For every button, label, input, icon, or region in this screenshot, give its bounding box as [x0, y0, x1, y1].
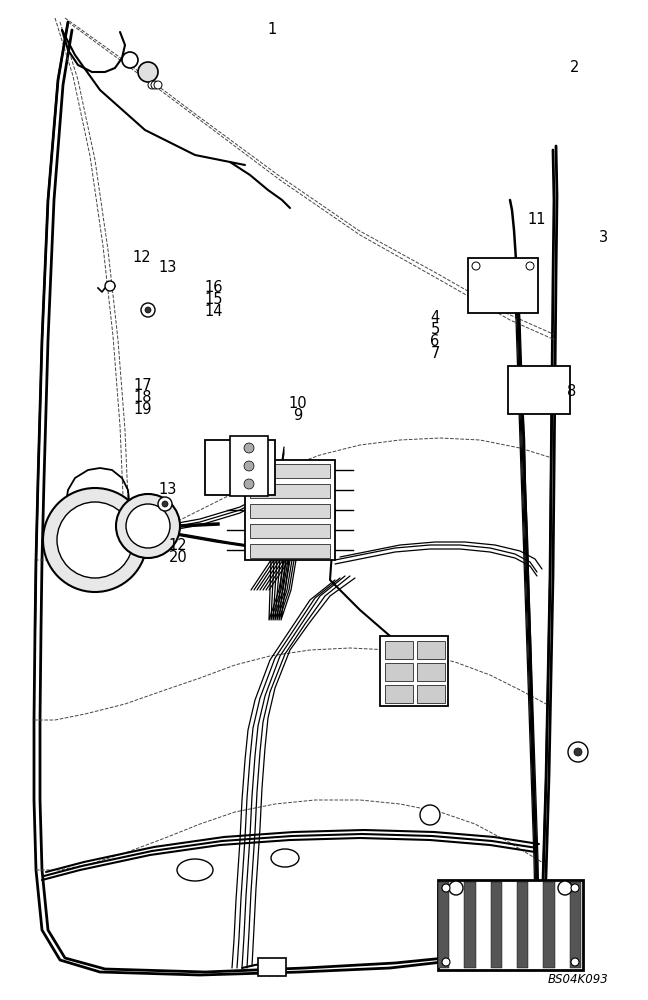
Text: 6: 6: [430, 334, 439, 350]
Text: 9: 9: [294, 408, 303, 422]
Bar: [417, 685, 445, 703]
Text: 18: 18: [133, 389, 152, 404]
Text: 4: 4: [430, 310, 439, 326]
Circle shape: [449, 881, 463, 895]
Circle shape: [442, 958, 450, 966]
Bar: [438, 882, 449, 968]
Text: 5: 5: [430, 322, 439, 338]
Text: 16: 16: [205, 280, 224, 296]
Bar: [508, 366, 570, 414]
Text: 11: 11: [527, 213, 546, 228]
Circle shape: [526, 262, 534, 270]
Circle shape: [244, 461, 254, 471]
Text: 3: 3: [599, 231, 608, 245]
Circle shape: [420, 805, 440, 825]
Text: 13: 13: [159, 260, 177, 275]
Bar: [465, 882, 476, 968]
Bar: [417, 663, 445, 681]
Bar: [250, 464, 330, 478]
Text: 7: 7: [430, 347, 440, 361]
Bar: [417, 641, 445, 659]
Bar: [205, 440, 275, 495]
Text: 17: 17: [133, 377, 152, 392]
Text: 8: 8: [568, 384, 577, 399]
Circle shape: [122, 52, 138, 68]
Bar: [385, 663, 413, 681]
Circle shape: [571, 884, 579, 892]
Text: 12: 12: [133, 249, 152, 264]
Circle shape: [442, 884, 450, 892]
Circle shape: [244, 443, 254, 453]
Ellipse shape: [271, 849, 299, 867]
Bar: [245, 460, 335, 560]
Circle shape: [105, 281, 115, 291]
Text: BS04K093: BS04K093: [548, 973, 608, 986]
Circle shape: [138, 62, 158, 82]
Circle shape: [148, 81, 156, 89]
Text: 12: 12: [168, 538, 187, 552]
Text: 20: 20: [168, 550, 187, 564]
Text: 19: 19: [133, 401, 152, 416]
Circle shape: [162, 501, 168, 507]
Bar: [544, 882, 555, 968]
Circle shape: [141, 303, 155, 317]
Circle shape: [472, 262, 480, 270]
Circle shape: [154, 81, 162, 89]
Circle shape: [43, 488, 147, 592]
Circle shape: [568, 742, 588, 762]
Text: 10: 10: [289, 395, 307, 410]
Bar: [380, 636, 448, 706]
Text: 15: 15: [205, 292, 224, 308]
Bar: [438, 880, 583, 970]
Bar: [491, 882, 502, 968]
Circle shape: [158, 497, 172, 511]
Bar: [468, 258, 538, 313]
Text: 2: 2: [570, 60, 580, 76]
Bar: [250, 544, 330, 558]
Circle shape: [126, 504, 170, 548]
Text: 1: 1: [268, 22, 277, 37]
Bar: [570, 882, 581, 968]
Bar: [385, 685, 413, 703]
Circle shape: [151, 81, 159, 89]
Circle shape: [244, 479, 254, 489]
Circle shape: [558, 881, 572, 895]
Circle shape: [571, 958, 579, 966]
Bar: [209, 444, 271, 491]
Bar: [250, 524, 330, 538]
Bar: [258, 958, 286, 976]
Text: 13: 13: [159, 483, 177, 497]
Circle shape: [574, 748, 582, 756]
Bar: [517, 882, 528, 968]
Bar: [250, 504, 330, 518]
Bar: [250, 484, 330, 498]
Circle shape: [116, 494, 180, 558]
Ellipse shape: [177, 859, 213, 881]
Bar: [385, 641, 413, 659]
Circle shape: [57, 502, 133, 578]
Text: 14: 14: [205, 304, 224, 320]
Circle shape: [145, 307, 151, 313]
Bar: [230, 436, 268, 496]
